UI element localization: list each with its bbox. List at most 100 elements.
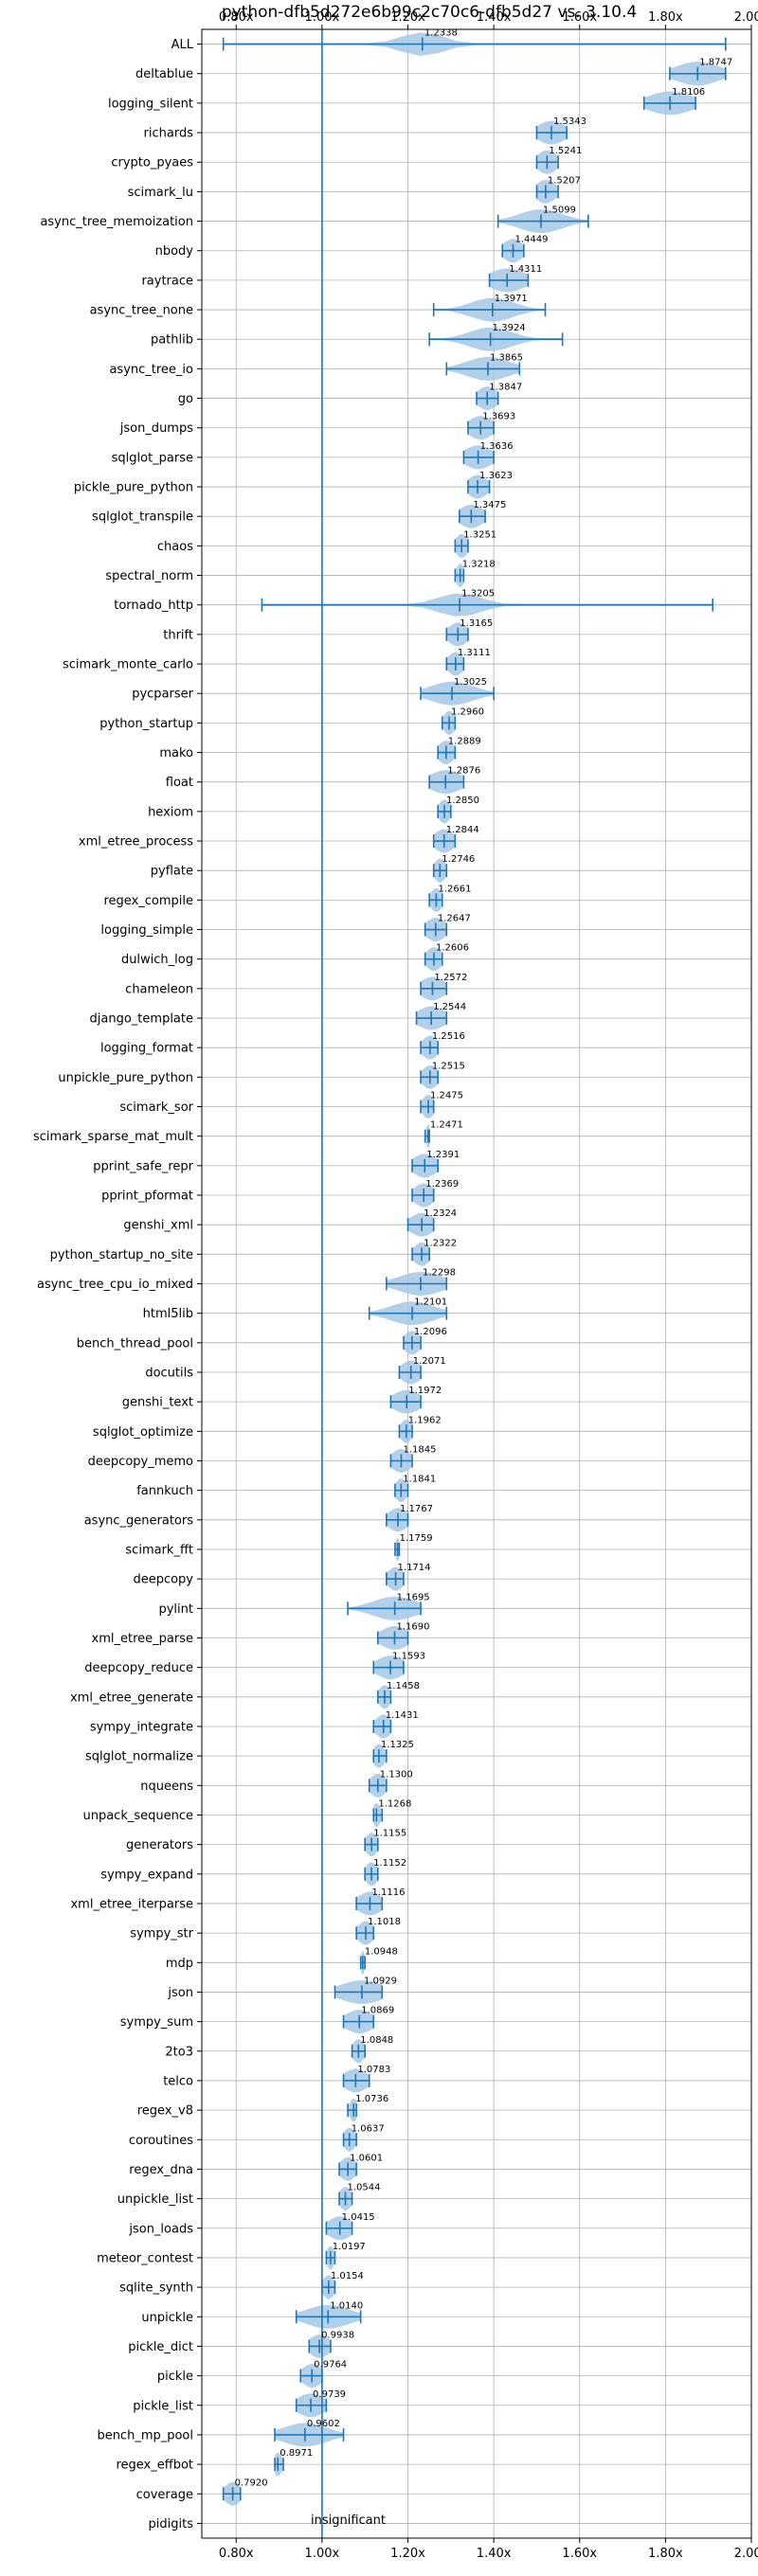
data-labels: 1.2338 1.8747 1.8106 1.5343 1.5241 1.5207 1.50…	[235, 28, 733, 2489]
data-label: 0.9602	[307, 2419, 340, 2429]
data-label: 1.1300	[380, 1769, 413, 1780]
data-label: 1.2606	[436, 943, 469, 954]
chart-title: python-dfb5d272e6b99c2c70c6-dfb5d27 vs. …	[222, 3, 637, 22]
data-label: 1.1325	[381, 1740, 414, 1750]
y-tick-label: richards	[144, 127, 194, 141]
y-tick-label: chaos	[157, 540, 193, 554]
data-label: 1.2889	[448, 737, 481, 747]
y-tick-label: regex_compile	[103, 894, 193, 908]
data-label: 1.2071	[413, 1356, 446, 1367]
data-label: 1.0197	[333, 2242, 366, 2252]
y-tick-label: pickle	[157, 2370, 193, 2384]
y-tick-label: coverage	[136, 2488, 193, 2502]
data-label: 1.1972	[408, 1386, 442, 1396]
data-label: 1.0154	[331, 2271, 364, 2281]
y-tick-label: hexiom	[148, 805, 193, 819]
data-label: 1.8747	[699, 58, 732, 68]
y-tick-label: regex_dna	[129, 2163, 193, 2177]
y-tick-label: crypto_pyaes	[111, 156, 193, 170]
data-label: 1.0869	[361, 2006, 394, 2016]
y-tick-label: sqlglot_parse	[112, 451, 193, 465]
data-label: 1.3924	[493, 323, 526, 333]
y-tick-label: scimark_lu	[128, 186, 193, 200]
y-tick-label: spectral_norm	[105, 569, 193, 583]
x-tick-label-bottom: 1.20x	[390, 2547, 425, 2561]
data-label: 1.2876	[447, 766, 480, 777]
y-tick-label: deltablue	[135, 67, 193, 81]
y-tick-label: pathlib	[151, 333, 193, 348]
data-label: 1.1116	[371, 1887, 405, 1898]
data-label: 1.3205	[461, 589, 495, 599]
data-label: 1.0637	[352, 2123, 385, 2134]
y-tick-label: json	[167, 1986, 193, 2000]
data-label: 0.7920	[235, 2478, 268, 2488]
y-tick-label: mako	[159, 746, 193, 760]
data-label: 1.2572	[434, 973, 467, 983]
x-tick-label-top: 1.00x	[305, 10, 340, 25]
data-label: 1.2338	[424, 28, 458, 39]
y-tick-label: scimark_fft	[125, 1543, 193, 1557]
y-tick-label: async_tree_cpu_io_mixed	[37, 1278, 193, 1292]
y-tick-label: 2to3	[165, 2045, 193, 2059]
data-label: 1.1767	[400, 1504, 433, 1514]
y-tick-label: sympy_sum	[120, 2015, 193, 2030]
y-tick-label: sqlglot_normalize	[85, 1750, 193, 1764]
y-tick-label: logging_format	[100, 1042, 193, 1056]
y-tick-label: nbody	[155, 244, 194, 259]
data-label: 1.2850	[446, 796, 479, 806]
data-label: 0.9739	[313, 2389, 346, 2400]
y-tick-label: tornado_http	[114, 599, 193, 613]
y-tick-label: bench_mp_pool	[97, 2428, 193, 2442]
data-label: 1.3165	[460, 618, 493, 629]
y-tick-label: ALL	[171, 38, 194, 52]
x-tick-label-top: 1.40x	[477, 10, 512, 25]
plot-frame	[201, 28, 752, 2539]
y-tick-label: thrift	[163, 628, 193, 642]
data-label: 0.9764	[314, 2360, 347, 2370]
y-tick-label: logging_silent	[108, 97, 193, 111]
y-tick-label: deepcopy_reduce	[84, 1661, 193, 1675]
axes: 0.80x 0.80x 1.00x 1.00x 1.20x 1.20x 1.40x 1.40x…	[33, 10, 758, 2561]
y-tick-label: meteor_contest	[97, 2251, 193, 2265]
y-tick-label: raytrace	[141, 274, 193, 288]
data-label: 1.2516	[432, 1031, 465, 1042]
data-label: 1.3025	[454, 677, 487, 688]
y-tick-label: coroutines	[129, 2134, 193, 2148]
y-tick-label: pylint	[158, 1602, 193, 1617]
data-label: 1.3251	[463, 529, 496, 540]
data-label: 1.5241	[549, 146, 582, 156]
data-label: 1.3636	[480, 441, 514, 452]
data-label: 1.2515	[432, 1061, 465, 1071]
data-label: 1.2391	[426, 1150, 460, 1160]
y-tick-label: pprint_pformat	[101, 1190, 193, 1204]
data-label: 1.5343	[553, 116, 587, 127]
y-tick-label: xml_etree_parse	[92, 1632, 193, 1646]
data-label: 1.2544	[433, 1002, 466, 1012]
data-label: 1.2960	[451, 707, 484, 717]
y-tick-label: fannkuch	[136, 1484, 193, 1498]
data-label: 1.1714	[398, 1563, 431, 1573]
y-tick-label: sympy_str	[130, 1927, 193, 1941]
data-label: 0.8971	[280, 2448, 313, 2459]
y-tick-label: json_loads	[128, 2222, 193, 2236]
data-label: 1.1593	[392, 1652, 425, 1662]
data-label: 1.0736	[355, 2094, 388, 2104]
y-tick-label: django_template	[90, 1012, 193, 1027]
data-label: 1.2661	[438, 884, 471, 894]
y-tick-label: python_startup_no_site	[50, 1248, 193, 1262]
data-label: 1.1962	[408, 1415, 442, 1425]
y-tick-label: logging_simple	[100, 923, 193, 938]
y-tick-label: sympy_integrate	[90, 1720, 193, 1734]
data-label: 1.1759	[400, 1533, 433, 1544]
y-tick-label: float	[166, 776, 193, 790]
data-label: 1.2324	[424, 1208, 457, 1219]
x-tick-label-bottom: 1.00x	[305, 2547, 340, 2561]
y-tick-label: async_tree_none	[90, 304, 193, 318]
y-tick-label: bench_thread_pool	[77, 1336, 193, 1351]
y-tick-label: xml_etree_iterparse	[70, 1897, 193, 1911]
data-label: 1.1841	[403, 1475, 436, 1485]
y-tick-label: json_dumps	[119, 421, 193, 436]
x-tick-label-bottom: 1.80x	[648, 2547, 683, 2561]
y-tick-label: deepcopy	[133, 1573, 193, 1587]
